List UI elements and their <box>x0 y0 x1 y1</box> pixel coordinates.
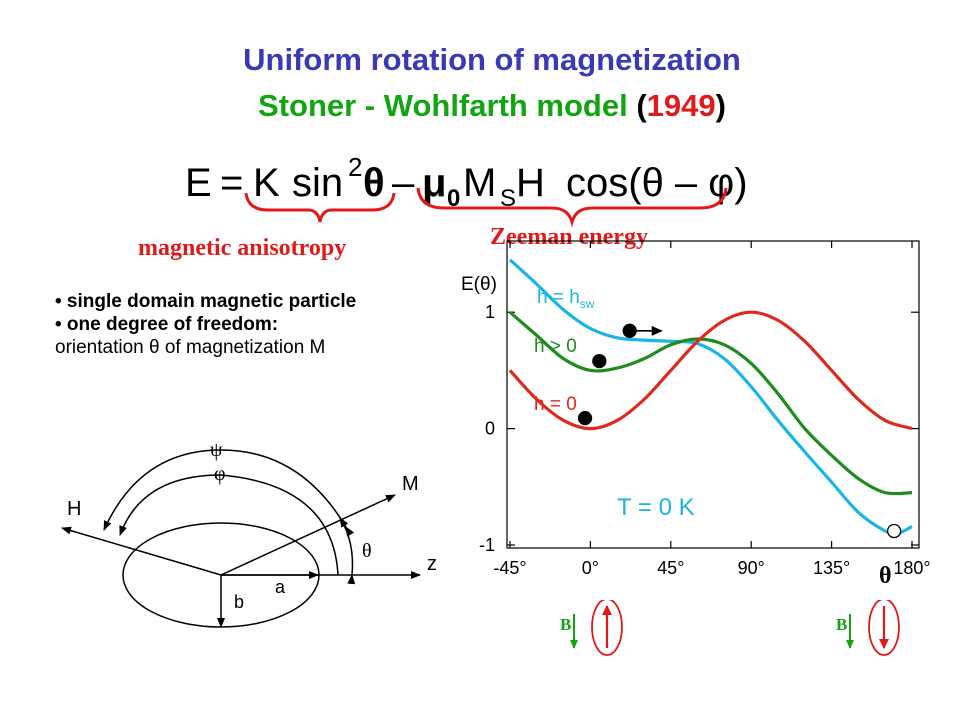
y-axis-label: E(θ) <box>461 274 497 295</box>
formula-theta: θ <box>363 161 385 205</box>
formula-sin: sin <box>292 161 343 205</box>
energy-formula: E = K sin 2 θ – μ 0 M S H cos(θ – φ) mag… <box>138 152 748 261</box>
legend-cyan: h = hsw <box>537 287 595 311</box>
legend-red: h = 0 <box>534 394 577 415</box>
theta-arc <box>339 517 356 585</box>
y-tick-label: 1 <box>485 302 495 322</box>
series-line-h-positive <box>508 310 913 496</box>
page-subtitle: Stoner - Wohlfarth model (1949) <box>0 88 960 124</box>
legend-cyan-sub: sw <box>580 297 595 311</box>
formula-H: H <box>516 161 545 205</box>
H-label: H <box>67 498 81 520</box>
bullet-item: orientation θ of magnetization M <box>55 337 326 358</box>
field-label-left: B <box>560 615 571 634</box>
formula-mu-sub: 0 <box>447 185 460 212</box>
anisotropy-label: magnetic anisotropy <box>138 235 346 261</box>
formula-mu: μ <box>422 161 446 205</box>
anisotropy-brace <box>244 192 396 223</box>
a-label: a <box>275 577 286 597</box>
formula-square: 2 <box>348 152 362 182</box>
formula-M-sub: S <box>500 185 516 212</box>
x-tick-label: 180° <box>893 558 930 578</box>
b-label: b <box>234 592 244 612</box>
psi-arc <box>103 449 355 537</box>
M-label: M <box>402 473 419 495</box>
moment-down-ring <box>868 600 900 656</box>
field-orientation-indicators: B B <box>560 600 900 656</box>
x-tick-label: 0° <box>582 558 599 578</box>
page-title: Uniform rotation of magnetization <box>243 42 741 77</box>
formula-M: M <box>463 161 496 205</box>
formula-K: K <box>253 161 280 205</box>
particle-geometry-diagram: ψ φ H M θ z a b <box>61 439 437 628</box>
x-tick-label: 135° <box>813 558 850 578</box>
year: 1949 <box>646 88 716 123</box>
series-line-h-zero <box>508 310 913 431</box>
moment-up-ring <box>591 600 623 656</box>
legend-green: h > 0 <box>534 336 577 357</box>
state-marker <box>592 353 607 369</box>
formula-minus: – <box>392 161 415 205</box>
temperature-annotation: T = 0 K <box>617 494 695 521</box>
H-vector <box>61 526 222 576</box>
y-tick-label: -1 <box>479 535 495 555</box>
phi-arc <box>119 474 339 576</box>
state-marker <box>577 410 593 426</box>
zeeman-label: Zeeman energy <box>490 224 648 250</box>
x-tick-label: 45° <box>657 558 684 578</box>
phi-label: φ <box>214 463 226 485</box>
bullet-list: • single domain magnetic particle • one … <box>55 290 356 359</box>
bullet-item: • single domain magnetic particle <box>55 291 357 312</box>
y-tick-label: 0 <box>485 419 495 439</box>
formula-equals: = <box>220 161 243 205</box>
plot-frame <box>506 240 920 549</box>
model-name: Stoner - Wohlfarth model <box>258 88 628 123</box>
psi-label: ψ <box>210 439 223 461</box>
z-label: z <box>427 553 437 575</box>
x-tick-label: 90° <box>738 558 765 578</box>
x-axis-label: θ <box>879 563 892 589</box>
open-paren: ( <box>636 88 647 123</box>
legend-cyan-name: h = h <box>537 287 580 308</box>
state-marker <box>886 523 902 539</box>
theta-label: θ <box>362 540 372 562</box>
formula-cos: cos(θ – φ) <box>566 161 748 205</box>
state-marker <box>622 323 637 338</box>
zeeman-brace <box>416 187 728 228</box>
series-line-h-sw <box>508 258 913 536</box>
x-tick-label: -45° <box>493 558 526 578</box>
formula-E: E <box>185 161 212 205</box>
close-paren: ) <box>715 88 726 123</box>
field-label-right: B <box>836 615 847 634</box>
bullet-item: • one degree of freedom: <box>55 314 279 335</box>
